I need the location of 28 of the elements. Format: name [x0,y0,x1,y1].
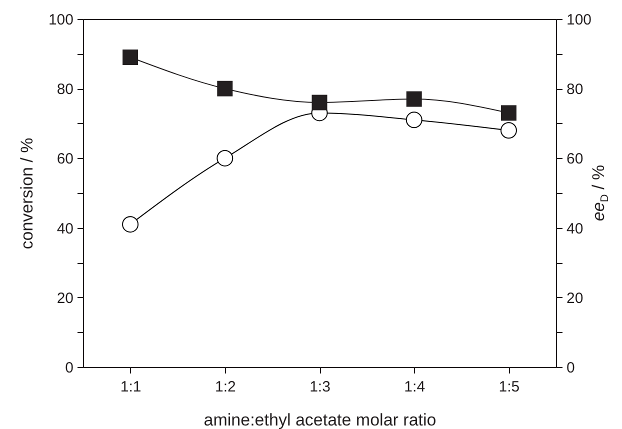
y2-tick-label: 0 [566,360,575,376]
point [216,150,234,166]
y-tick-label: 0 [65,360,74,376]
y2-tick-label: 40 [566,220,584,238]
x-tick-label: 1:1 [120,378,142,396]
point [122,50,138,66]
point [406,91,422,107]
y-tick-label: 80 [56,81,74,98]
x-axis-title: amine:ethyl acetate molar ratio [204,410,436,429]
x-tick-label: 1:2 [214,378,236,396]
y-tick-label: 20 [56,290,74,307]
x-tick-label: 1:4 [404,378,426,396]
point [312,94,328,110]
y2-tick-label: 80 [566,81,584,98]
x-tick-label: 1:3 [310,378,330,396]
point [500,105,516,121]
x-tick-label: 1:5 [498,378,520,396]
y2-tick-label: 100 [566,12,592,28]
y-tick-label: 40 [56,220,74,238]
point [500,122,517,139]
y-tick-label: 100 [48,12,74,28]
y2-tick-label: 60 [566,150,584,168]
y-axis-title: conversion / % [17,138,36,250]
y2-tick-label: 20 [566,290,584,307]
point [122,216,139,233]
y-tick-label: 60 [56,150,74,168]
point [406,112,422,128]
point [217,80,233,96]
